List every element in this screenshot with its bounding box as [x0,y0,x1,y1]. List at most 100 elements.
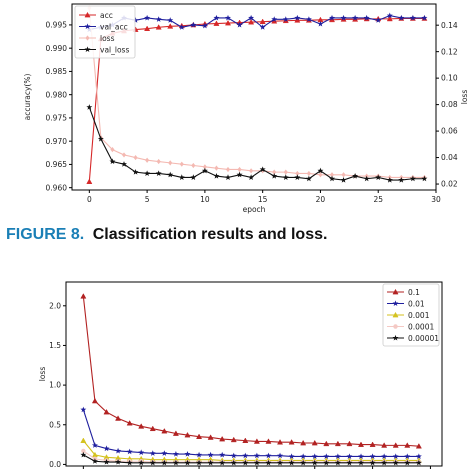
chart-1-data-point [329,14,335,21]
chart-1-x-tick-label: 25 [373,195,383,204]
chart-2-data-point [311,439,318,446]
chart-2-series-0-001 [80,437,422,463]
chart-2-data-point [323,440,330,447]
chart-1-data-point [386,15,393,22]
chart-2-data-point [80,293,87,299]
chart-1-data-point [167,23,174,29]
chart-2-legend-marker [392,288,399,295]
chart-2-series-line [82,440,419,462]
chart-2-legend-box [382,283,440,347]
chart-2-y-tick-label: 2.0 [49,301,61,310]
chart-1-data-point [145,157,150,163]
chart-1-y-tick-label: 0.985 [46,67,68,76]
chart-2-data-point [381,459,388,466]
chart-2-data-point [334,453,341,460]
chart-2-y-tick-label: 0.0 [49,460,61,469]
chart-2-series-line [83,454,419,464]
chart-2-data-point [415,443,422,449]
chart-1-legend-marker [84,46,91,53]
chart-1-data-point [329,172,335,178]
chart-2-data-point [253,459,260,466]
chart-1-data-point [178,174,185,180]
chart-2-data-point [415,453,422,460]
chart-1-data-point [179,161,184,167]
chart-1-data-point [155,24,162,30]
chart-2-data-point [207,434,214,440]
chart-2-data-point [277,459,283,466]
chart-2-data-point [288,459,295,466]
chart-1-y-tick-label: 0.980 [46,90,68,99]
chart-1-data-point [178,24,185,30]
chart-1-data-point [133,154,138,161]
chart-1-data-point [294,174,301,180]
chart-2-data-point [80,406,87,413]
chart-1-data-point [317,20,324,27]
chart-1-data-point [272,169,277,175]
chart-1-data-point [329,175,335,182]
chart-2-data-point [219,459,226,466]
chart-2-data-point [126,448,133,455]
chart-2-data-point [91,442,98,448]
chart-2-legend-label: 0.01 [408,299,425,308]
chart-1-series-val-loss [86,104,428,183]
chart-1-series-line [88,17,425,182]
chart-2-data-point [300,459,307,466]
chart-2-data-point [184,450,191,457]
chart-2-data-point [404,459,411,466]
chart-1-y2-tick-label: 0.02 [441,180,458,189]
chart-2-data-point [277,439,284,445]
chart-1-y-tick-label: 0.975 [46,114,68,123]
chart-2-data-point [172,450,179,457]
chart-1-legend-marker [84,11,91,18]
chart-1-data-point [259,18,266,24]
chart-1-data-point [306,170,311,177]
chart-2-data-point [357,441,365,447]
chart-2-y-axis-label: loss [38,367,47,382]
chart-1-data-point [295,170,300,177]
chart-1-data-point [271,16,278,22]
chart-2-data-point [358,453,364,460]
figure-caption-label: FIGURE 8. [6,226,85,243]
chart-1-data-point [409,14,416,21]
chart-1-data-point [317,167,324,174]
chart-1-legend-label: val_loss [100,45,129,54]
chart-2-data-point [172,459,179,466]
chart-1-x-tick-label: 15 [258,195,268,204]
chart-1-data-point [249,168,254,174]
chart-1-data-point [213,172,220,179]
chart-1-data-point [305,175,312,182]
chart-1-data-point [341,172,346,178]
chart-1-data-point [213,14,220,21]
chart-2-data-point [288,453,295,460]
chart-2: 0.0 0.5 1.0 1.5 2.0 loss 0.1 0.01 0.001 0.0001 0.0… [38,281,443,469]
chart-1-data-point [259,166,266,172]
chart-2-y-tick-label: 0.5 [49,420,61,429]
chart-2-data-point [230,436,237,443]
chart-1-data-point [121,152,127,158]
chart-1-y-tick-label: 0.990 [46,44,68,53]
chart-2-plot-frame [65,281,443,467]
chart-2-data-point [381,453,388,460]
chart-1-y2-tick-label: 0.06 [441,127,458,136]
chart-1-data-point [259,24,266,30]
chart-2-data-point [334,459,341,466]
chart-2-data-point [184,431,191,438]
figure-caption: FIGURE 8. Classification results and los… [6,226,327,244]
chart-1-data-point [375,17,382,23]
chart-2-data-point [346,440,353,447]
chart-2-data-point [91,458,98,464]
chart-2-data-point [242,452,249,459]
chart-1-data-point [109,158,116,165]
chart-1-legend-label: val_acc [100,22,128,31]
chart-1-data-point [271,172,278,179]
chart-1-data-point [363,175,370,182]
chart-2-data-point [253,452,260,459]
chart-2-data-point [149,425,156,432]
chart-1-data-point [340,176,347,183]
chart-2-data-point [288,439,295,445]
chart-2-data-point [369,453,376,460]
chart-2-data-point [346,459,353,466]
chart-1-series-line [88,107,425,181]
chart-2-data-point [161,459,168,466]
chart-2-data-point [219,435,226,442]
